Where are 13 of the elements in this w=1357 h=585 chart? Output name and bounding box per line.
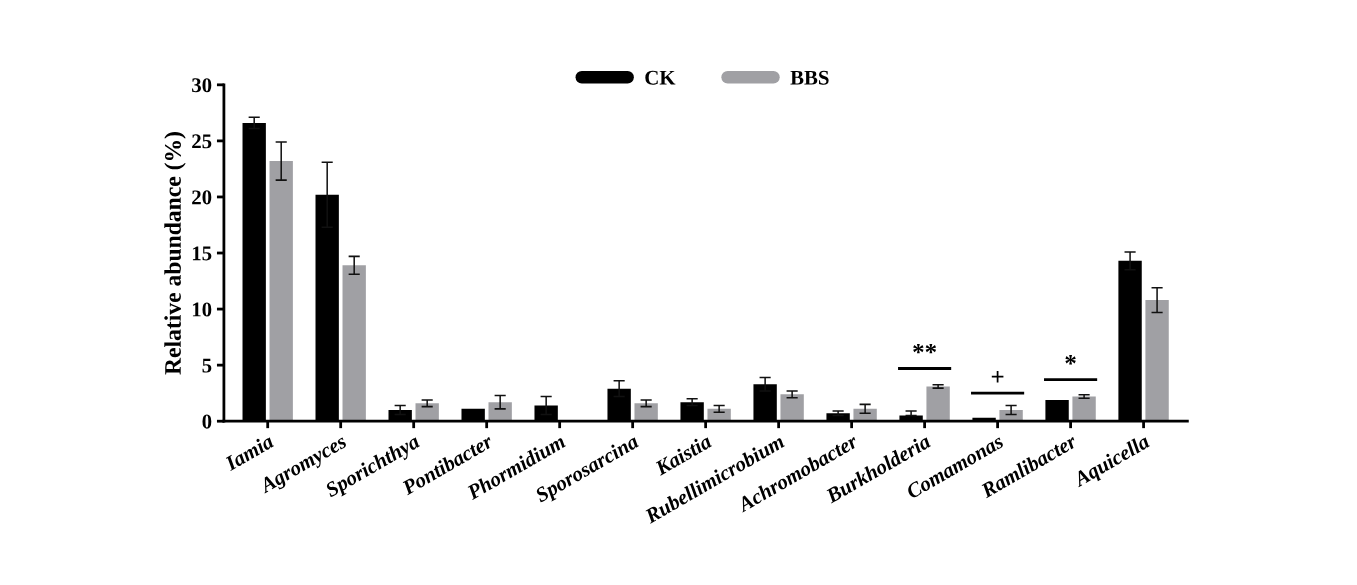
y-tick-label: 10	[192, 302, 212, 317]
annotation: +	[991, 370, 1004, 383]
legend-label: BBS	[790, 70, 829, 85]
y-tick-label: 5	[202, 358, 212, 373]
annotation: *	[1065, 355, 1076, 365]
y-tick-label: 15	[192, 246, 212, 261]
y-tick-label: 0	[202, 414, 212, 429]
y-axis-title: Relative abundance (%)	[164, 132, 186, 375]
legend-label: CK	[645, 70, 676, 85]
y-tick-label: 30	[192, 78, 212, 93]
annotation: **	[913, 343, 937, 354]
y-tick-label: 20	[192, 190, 212, 205]
y-tick-label: 25	[192, 134, 212, 149]
